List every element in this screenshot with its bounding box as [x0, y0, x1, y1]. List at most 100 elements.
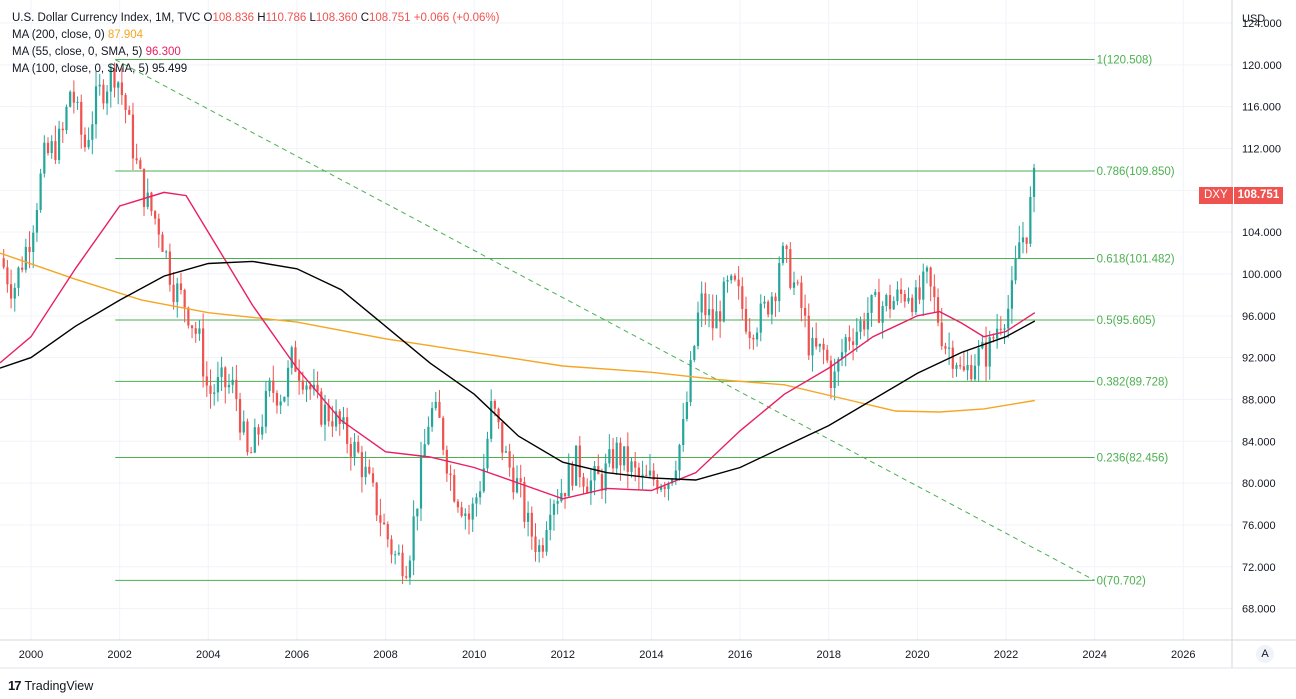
candle — [700, 281, 703, 328]
time-tick-label: 2018 — [816, 649, 840, 661]
candle-body — [970, 364, 973, 380]
candle — [202, 313, 205, 388]
candle-body — [227, 384, 231, 388]
candle — [1032, 163, 1036, 213]
candle — [142, 168, 146, 216]
candle-body — [83, 134, 87, 148]
candle — [154, 210, 157, 225]
candle — [102, 79, 105, 110]
candle — [1029, 186, 1032, 247]
candle — [283, 396, 286, 403]
candle-body — [593, 466, 596, 481]
candle — [888, 284, 892, 319]
candle — [32, 225, 35, 268]
fibonacci-retracement[interactable]: 1(120.508) 0.786(109.850) 0.618(101.482) 0.… — [115, 55, 1175, 588]
candle-body — [840, 352, 844, 360]
candle-body — [316, 384, 319, 392]
candle-body — [275, 392, 279, 406]
candle-body — [154, 211, 157, 219]
candle-body — [719, 311, 722, 322]
candle-body — [172, 284, 175, 303]
legend-ma55-row[interactable]: MA (55, close, 0, SMA, 5) 96.300 — [12, 44, 499, 61]
candle-body — [6, 267, 9, 285]
candle — [216, 361, 219, 402]
candle — [128, 105, 131, 116]
candle — [578, 436, 581, 488]
candle — [851, 328, 855, 361]
candle-body — [678, 445, 681, 471]
candle — [353, 433, 356, 466]
candle — [453, 469, 456, 503]
candle-body — [903, 294, 906, 302]
candle — [268, 377, 271, 397]
candle — [412, 500, 415, 576]
candle — [50, 135, 53, 159]
candle-body — [353, 441, 356, 457]
candle-body — [235, 379, 238, 400]
candle-body — [139, 160, 142, 169]
time-tick-label: 2006 — [285, 649, 309, 661]
candle-body — [46, 142, 50, 154]
candle-body — [327, 404, 330, 422]
candle — [357, 435, 360, 454]
candle-body — [722, 281, 725, 322]
candle-body — [671, 479, 674, 484]
candle-body — [803, 307, 807, 316]
candle — [286, 360, 290, 407]
candle — [811, 327, 814, 372]
candle-body — [434, 401, 437, 409]
candle — [379, 498, 382, 537]
candle — [645, 464, 648, 477]
candle-body — [611, 449, 615, 469]
candle-body — [530, 512, 533, 537]
candle-body — [179, 283, 183, 290]
candle-body — [755, 332, 759, 340]
candle-body — [948, 347, 951, 349]
tradingview-footer[interactable]: 17 TradingView — [8, 678, 93, 693]
legend-change: +0.066 (+0.06%) — [413, 12, 500, 24]
candle-body — [774, 296, 777, 302]
candle — [382, 513, 386, 525]
candle-body — [645, 474, 648, 476]
candle-body — [567, 464, 570, 497]
candle-body — [689, 360, 692, 403]
candle — [1018, 225, 1021, 259]
chart-legend: U.S. Dollar Currency Index, 1M, TVC O108… — [12, 10, 499, 78]
price-tick-label: 84.000 — [1242, 436, 1276, 448]
candle-body — [198, 328, 201, 334]
candle-body — [789, 249, 792, 288]
candle — [135, 143, 138, 165]
candle-body — [859, 320, 862, 332]
candle — [807, 303, 810, 361]
legend-ma100-row[interactable]: MA (100, close, 0, SMA, 5) 95.499 — [12, 61, 499, 78]
candle — [478, 481, 482, 505]
candle — [966, 351, 969, 381]
candle-body — [778, 263, 781, 302]
candle-body — [730, 275, 733, 281]
candle — [970, 354, 973, 382]
candle-body — [693, 346, 696, 361]
candle-body — [39, 173, 42, 211]
candle-body — [379, 515, 382, 523]
candle-body — [866, 312, 869, 330]
candle — [911, 294, 914, 317]
candle-body — [763, 301, 766, 304]
trend-line[interactable] — [114, 59, 1095, 581]
candle-body — [216, 377, 219, 393]
legend-ma200-row[interactable]: MA (200, close, 0) 87.904 — [12, 27, 499, 44]
candle-body — [231, 379, 234, 385]
candle-body — [630, 461, 633, 472]
candle-body — [165, 251, 168, 253]
moving-averages — [0, 191, 1036, 500]
candle — [390, 535, 393, 564]
auto-scale-button[interactable]: A — [1256, 645, 1274, 663]
candle — [427, 416, 430, 446]
candle-body — [1029, 196, 1032, 244]
candle-body — [663, 486, 666, 490]
candle-body — [1007, 308, 1010, 329]
candle-body — [430, 408, 434, 427]
candle-body — [733, 275, 737, 280]
candle — [475, 493, 478, 517]
price-tick-label: 80.000 — [1242, 478, 1276, 490]
